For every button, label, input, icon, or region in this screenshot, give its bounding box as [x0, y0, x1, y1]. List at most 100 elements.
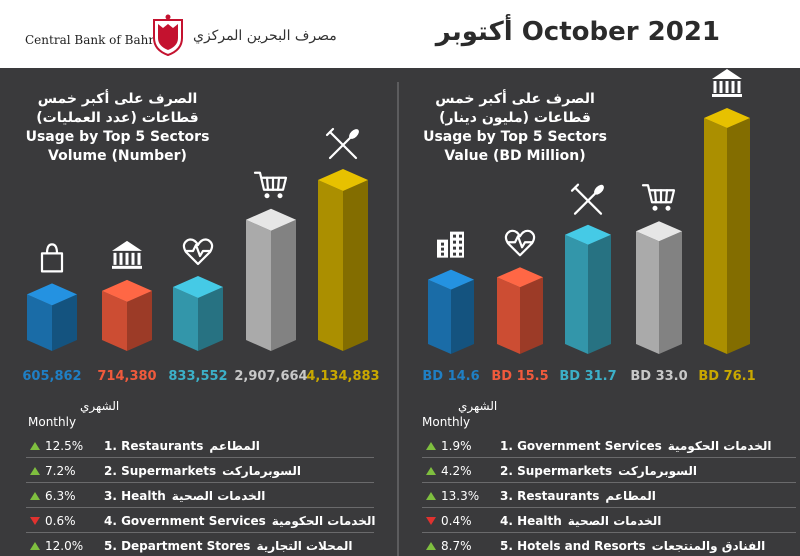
volume-title-en-2: Volume (Number)	[48, 148, 187, 164]
value-sector-3: 3. Restaurants	[500, 488, 600, 503]
volume-change-5: 12.0%	[24, 539, 104, 553]
volume-change-3: 6.3%	[24, 489, 104, 503]
value-row-1: 1.9% 1. Government Services الخدمات الحكوم…	[420, 433, 798, 458]
volume-bar-2	[102, 279, 152, 351]
row-divider	[422, 532, 796, 533]
heartbeat-icon	[504, 229, 536, 257]
volume-value-label-3: 833,552	[168, 369, 227, 384]
row-divider	[422, 507, 796, 508]
value-change-4: 0.4%	[420, 514, 500, 528]
value-bar-5	[704, 108, 750, 354]
up-arrow-icon	[426, 542, 436, 550]
row-divider	[422, 457, 796, 458]
value-row-5: 8.7% 5. Hotels and Resorts الفنادق والمنتج…	[420, 533, 798, 556]
up-arrow-icon	[426, 442, 436, 450]
value-sector-4: 4. Health	[500, 513, 562, 528]
value-change-1: 1.9%	[420, 439, 500, 453]
volume-sector-ar-5: المحلات التجارية	[256, 538, 353, 553]
value-sector-1: 1. Government Services	[500, 438, 662, 453]
volume-value-label-1: 605,862	[22, 369, 81, 384]
value-table-head-en: Monthly	[422, 415, 471, 429]
row-divider	[26, 507, 374, 508]
value-bar-4	[636, 221, 682, 354]
volume-value-label-4: 2,907,664	[234, 369, 307, 384]
fork-knife-icon	[570, 183, 604, 215]
value-change-3: 13.3%	[420, 489, 500, 503]
volume-change-2: 7.2%	[24, 464, 104, 478]
value-change-2: 4.2%	[420, 464, 500, 478]
value-panel: الصرف على أكبر خمس قطاعات (مليون دينار) …	[400, 68, 800, 556]
volume-title-ar-1: الصرف على أكبر خمس	[37, 91, 198, 107]
volume-change-4: 0.6%	[24, 514, 104, 528]
down-arrow-icon	[426, 517, 436, 525]
volume-value-label-5: 4,134,883	[306, 369, 379, 384]
bank-seal-icon	[153, 14, 183, 56]
volume-sector-ar-1: المطاعم	[209, 438, 260, 453]
volume-row-1: 12.5% 1. Restaurants المطاعم	[24, 433, 376, 458]
value-change-5: 8.7%	[420, 539, 500, 553]
value-bar-1	[428, 269, 474, 354]
row-divider	[422, 482, 796, 483]
value-row-3: 13.3% 3. Restaurants المطاعم	[420, 483, 798, 508]
up-arrow-icon	[426, 492, 436, 500]
volume-sector-2: 2. Supermarkets	[104, 463, 217, 478]
value-table-head: الشهري Monthly	[422, 398, 498, 430]
value-title-en-2: Value (BD Million)	[444, 148, 586, 164]
row-divider	[26, 532, 374, 533]
volume-sector-ar-2: السوبرماركت	[222, 463, 301, 478]
shopping-cart-icon	[253, 171, 288, 199]
value-sector-ar-2: السوبرماركت	[618, 463, 697, 478]
fork-knife-icon	[325, 127, 359, 160]
org-name-en: Central Bank of Bahrain	[25, 33, 173, 47]
value-bar-3	[565, 224, 611, 354]
down-arrow-icon	[30, 517, 40, 525]
volume-sector-4: 4. Government Services	[104, 513, 266, 528]
value-value-label-2: BD 15.5	[491, 369, 548, 384]
volume-table-head-en: Monthly	[28, 415, 77, 429]
up-arrow-icon	[30, 542, 40, 550]
value-sector-2: 2. Supermarkets	[500, 463, 613, 478]
volume-bar-1	[27, 283, 77, 351]
up-arrow-icon	[30, 492, 40, 500]
value-bar-2	[497, 267, 543, 354]
volume-title: الصرف على أكبر خمس قطاعات (عدد العمليات)…	[20, 90, 215, 166]
row-divider	[26, 457, 374, 458]
value-sector-ar-3: المطاعم	[605, 488, 656, 503]
hotel-building-icon	[437, 231, 464, 258]
value-table-head-ar: الشهري	[458, 399, 498, 413]
up-arrow-icon	[30, 467, 40, 475]
volume-sector-5: 5. Department Stores	[104, 538, 251, 553]
value-row-4: 0.4% 4. Health الخدمات الصحية	[420, 508, 798, 533]
up-arrow-icon	[30, 442, 40, 450]
volume-table-head: الشهري Monthly	[28, 398, 119, 430]
volume-row-3: 6.3% 3. Health الخدمات الصحية	[24, 483, 376, 508]
volume-sector-ar-3: الخدمات الصحية	[171, 488, 266, 503]
page-title: أكتوبر October 2021	[435, 17, 720, 47]
volume-title-en-1: Usage by Top 5 Sectors	[25, 129, 210, 145]
value-sector-ar-4: الخدمات الصحية	[567, 513, 662, 528]
volume-value-label-2: 714,380	[97, 369, 156, 384]
value-row-2: 4.2% 2. Supermarkets السوبرماركت	[420, 458, 798, 483]
volume-title-ar-2: قطاعات (عدد العمليات)	[36, 110, 199, 126]
value-value-label-1: BD 14.6	[422, 369, 479, 384]
value-sector-5: 5. Hotels and Resorts	[500, 538, 646, 553]
volume-sector-3: 3. Health	[104, 488, 166, 503]
value-bar-chart: BD 14.6 BD 15.5 BD 31.7 BD 33.0 BD 76.1	[422, 69, 756, 384]
shopping-bag-icon	[40, 243, 64, 273]
org-name-ar: مصرف البحرين المركزي	[193, 28, 337, 44]
volume-bar-4	[246, 208, 296, 351]
header: Central Bank of Bahrain مصرف البحرين الم…	[0, 0, 800, 68]
volume-sector-ar-4: الخدمات الحكومية	[271, 513, 376, 528]
volume-sector-1: 1. Restaurants	[104, 438, 204, 453]
volume-row-2: 7.2% 2. Supermarkets السوبرماركت	[24, 458, 376, 483]
value-title-en-1: Usage by Top 5 Sectors	[423, 129, 607, 145]
value-title-ar-1: الصرف على أكبر خمس	[435, 91, 595, 107]
volume-change-1: 12.5%	[24, 439, 104, 453]
up-arrow-icon	[426, 467, 436, 475]
volume-row-4: 0.6% 4. Government Services الخدمات الحكوم…	[24, 508, 376, 533]
value-sector-ar-5: الفنادق والمنتجعات	[651, 538, 766, 553]
bank-icon	[712, 69, 742, 97]
bank-icon	[112, 240, 142, 269]
shopping-cart-icon	[641, 184, 676, 211]
